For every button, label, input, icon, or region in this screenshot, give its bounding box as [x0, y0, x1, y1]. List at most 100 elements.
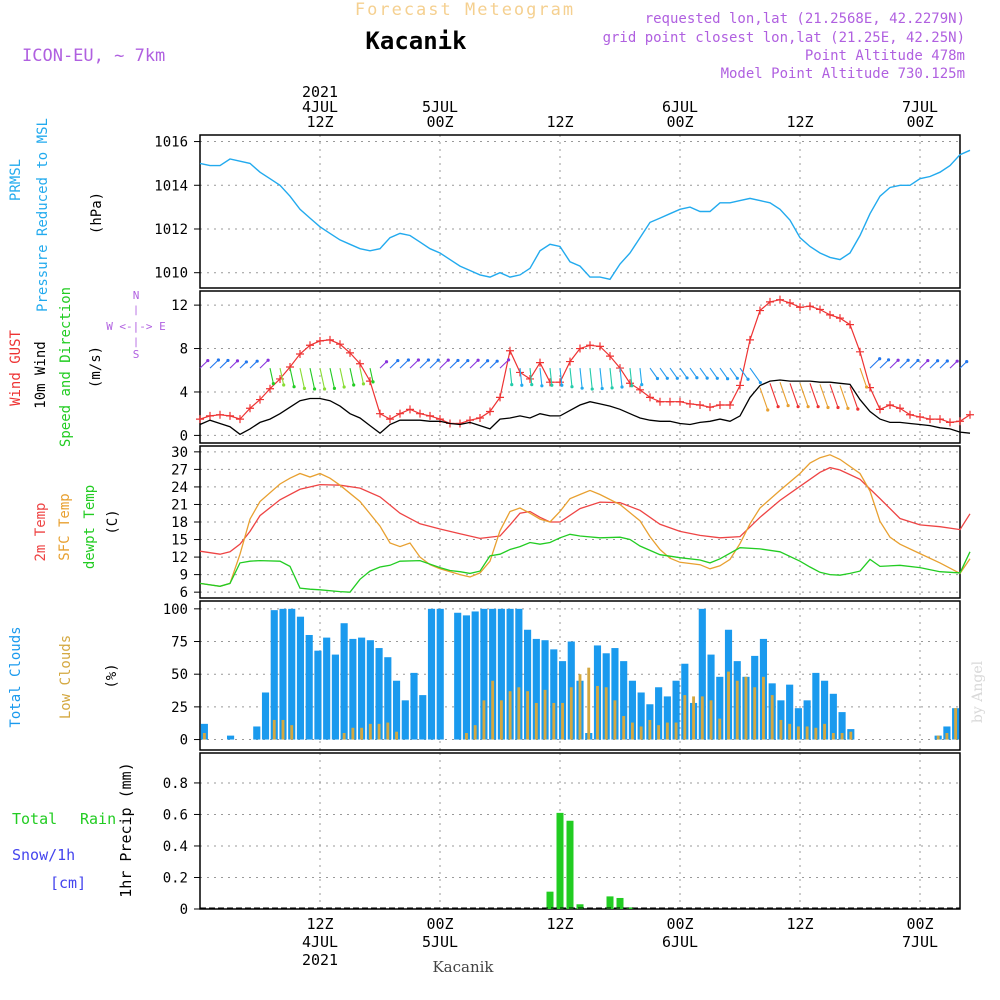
wind-direction-arrow: [439, 359, 449, 369]
time-label-top: 12Z: [306, 113, 333, 131]
wind-arrow-head: [836, 405, 840, 410]
low-cloud-bar: [604, 687, 608, 740]
rain-bar: [546, 891, 554, 909]
wind-unit: (m/s): [88, 346, 104, 388]
wind-direction-arrow: [909, 360, 919, 369]
gust-marker: [626, 379, 634, 388]
wind-arrow-head: [426, 358, 431, 362]
time-label-bottom: 00Z: [906, 915, 933, 933]
low-cloud-bar: [936, 735, 940, 740]
wind-arrow-head: [846, 406, 850, 410]
total-cloud-bar: [506, 608, 514, 740]
wind-arrow-head: [655, 376, 660, 381]
time-label-top: 12Z: [786, 113, 813, 131]
wind-direction-arrow: [849, 386, 859, 410]
wind-arrow-head: [878, 357, 882, 361]
wind-direction-arrow: [759, 387, 769, 411]
wind-direction-arrow: [359, 367, 364, 384]
wind-arrow-head: [282, 383, 286, 387]
wind-arrow-head: [570, 385, 574, 389]
wind-arrow-head: [456, 358, 460, 363]
low-cloud-bar: [473, 725, 477, 740]
total-cloud-bar: [489, 608, 497, 740]
time-label-bottom: 5JUL: [422, 933, 458, 951]
dewpt-line: [199, 533, 971, 593]
low-cloud-bar: [281, 719, 285, 740]
wind-direction-arrow: [859, 367, 868, 388]
y-tick-label: 25: [171, 700, 188, 716]
wind-direction-arrow: [689, 367, 698, 379]
gust-marker: [306, 341, 314, 350]
low-cloud-bar: [491, 680, 495, 740]
low-cloud-bar: [744, 676, 748, 740]
panel-frame: [199, 600, 961, 751]
rain-bar: [616, 897, 624, 909]
wind-direction-arrow: [229, 360, 238, 369]
time-label-bottom: 00Z: [426, 915, 453, 933]
total-cloud-bar: [462, 615, 471, 740]
wind-direction-arrow: [279, 367, 285, 386]
model-altitude: Model Point Altitude 730.125m: [721, 66, 965, 82]
low-cloud-bar: [945, 733, 949, 740]
total-cloud-bar: [261, 692, 270, 740]
time-label-bottom: 12Z: [306, 915, 333, 933]
wind-direction-arrow: [479, 360, 489, 369]
wind-direction-arrow: [709, 367, 718, 379]
low-cloud-bar: [639, 726, 643, 740]
y-tick-label: 0.2: [163, 870, 188, 886]
gust-marker: [316, 336, 324, 345]
wind-arrow-head: [746, 377, 750, 381]
panel-frame: [199, 134, 961, 289]
time-label-bottom: 6JUL: [662, 933, 698, 951]
total-cloud-bar: [454, 612, 462, 740]
rain-bar: [576, 904, 584, 909]
wind-direction-arrow: [269, 367, 274, 384]
low-cloud-bar: [831, 733, 835, 740]
low-cloud-bar: [482, 700, 486, 740]
y-tick-label: 21: [171, 497, 188, 513]
y-tick-label: 0.8: [163, 776, 188, 792]
wind-direction-arrow: [539, 368, 543, 386]
gust-marker: [496, 393, 504, 402]
rain-bar: [556, 812, 564, 909]
low-cloud-bar: [796, 726, 800, 740]
wind-direction-arrow: [889, 359, 899, 369]
total-cloud-bar: [253, 726, 261, 740]
total-cloud-bar: [480, 608, 488, 740]
gust-marker: [396, 409, 404, 418]
wind-arrow-head: [675, 376, 679, 380]
gust-marker: [646, 393, 654, 402]
wind-direction-arrow: [399, 359, 409, 369]
wind-arrow-head: [640, 383, 644, 387]
gust-marker: [586, 341, 594, 350]
time-label-bottom: 12Z: [546, 915, 573, 933]
low-cloud-bar: [779, 719, 783, 740]
total-clouds-label: Total Clouds: [8, 626, 24, 727]
wind-arrow-head: [590, 387, 594, 391]
wind-arrow-head: [766, 408, 770, 412]
gust-marker: [536, 358, 544, 367]
time-label-top: 00Z: [666, 113, 693, 131]
time-label-top: 7JUL: [902, 98, 938, 116]
y-tick-label: 8: [180, 342, 188, 358]
low-cloud-bar: [727, 671, 730, 740]
total-cloud-bar: [288, 608, 296, 740]
temp-2m-line: [199, 466, 971, 555]
total-cloud-bar: [279, 608, 287, 740]
y-tick-label: 100: [163, 602, 188, 618]
wind-direction-arrow: [349, 367, 355, 386]
wind-arrow-head: [856, 407, 860, 411]
y-tick-label: 24: [171, 480, 188, 496]
gust-marker: [376, 409, 384, 418]
total-cloud-bar: [829, 693, 837, 740]
gust-marker: [266, 384, 274, 393]
gust-marker: [826, 310, 834, 319]
low-cloud-bar: [823, 723, 827, 740]
low-cloud-bar: [202, 733, 206, 740]
wind-direction-arrow: [459, 360, 469, 369]
wind-direction-arrow: [769, 383, 779, 407]
time-label-top: 4JUL: [302, 98, 338, 116]
low-cloud-bar: [342, 733, 346, 740]
precip-snow-label: Snow/1h: [12, 846, 75, 864]
